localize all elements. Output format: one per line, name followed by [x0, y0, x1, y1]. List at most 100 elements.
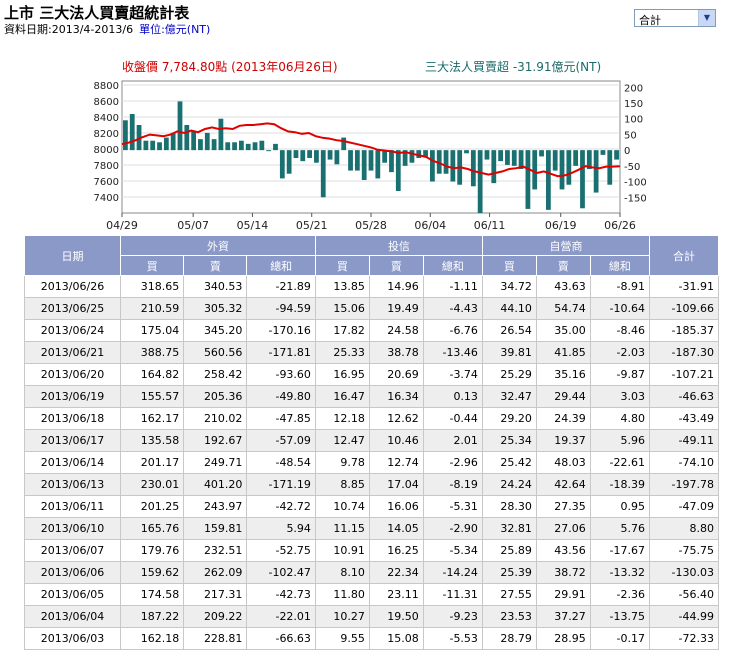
cell-value: 135.58	[119, 429, 185, 452]
cell-value: 17.04	[368, 473, 424, 496]
cell-date: 2013/06/14	[24, 451, 121, 474]
left-tick-label: 8600	[94, 97, 119, 108]
cell-value: -170.16	[246, 319, 316, 342]
x-tick-label: 06/19	[545, 219, 577, 232]
cell-value: 12.62	[368, 407, 424, 430]
table-row: 2013/06/04 187.22 209.22 -22.01 10.27 19.50 -9…	[24, 605, 719, 628]
cell-value: -2.96	[422, 451, 483, 474]
table-row: 2013/06/18 162.17 210.02 -47.85 12.18 12.62 -0…	[24, 407, 719, 430]
cell-value: 23.53	[481, 605, 537, 628]
left-tick-label: 8800	[94, 81, 119, 92]
table-row: 2013/06/11 201.25 243.97 -42.72 10.74 16.06 -5…	[24, 495, 719, 518]
cell-value: 10.27	[314, 605, 370, 628]
net-bar	[586, 150, 592, 169]
net-bar	[566, 150, 572, 185]
cell-value: 42.64	[535, 473, 591, 496]
net-bar	[470, 150, 476, 187]
legend-net: 三大法人買賣超 -31.91億元(NT)	[425, 59, 601, 74]
x-tick-label: 06/26	[604, 219, 636, 232]
table-row: 2013/06/21 388.75 560.56 -171.81 25.33 38.78-…	[24, 341, 719, 364]
x-tick-label: 05/14	[237, 219, 269, 232]
legend-close: 收盤價 7,784.80點 (2013年06月26日)	[122, 60, 338, 74]
net-bar	[532, 150, 538, 190]
cell-value: 2.01	[422, 429, 483, 452]
net-bar	[143, 140, 149, 151]
chevron-down-icon[interactable]: ▼	[698, 10, 715, 26]
sub-sell: 賣	[535, 255, 591, 276]
net-bar	[286, 150, 292, 174]
cell-value: 29.44	[535, 385, 591, 408]
cell-date: 2013/06/05	[24, 583, 121, 606]
table-row: 2013/06/14 201.17 249.71 -48.54 9.78 12.74 -2.…	[24, 451, 719, 474]
table-row: 2013/06/20 164.82 258.42 -93.60 16.95 20.69 -3…	[24, 363, 719, 386]
cell-value: 19.49	[368, 297, 424, 320]
cell-value: 0.13	[422, 385, 483, 408]
net-bar	[191, 131, 197, 151]
cell-value: -52.75	[246, 539, 316, 562]
cell-value: 27.35	[535, 495, 591, 518]
summary-select-value: 合計	[639, 14, 661, 27]
cell-value: -171.19	[246, 473, 316, 496]
right-tick-label: -100	[624, 178, 647, 189]
cell-date: 2013/06/18	[24, 407, 121, 430]
cell-value: 34.72	[481, 275, 537, 298]
cell-value: 29.91	[535, 583, 591, 606]
right-tick-label: -50	[624, 162, 640, 173]
net-bar	[198, 139, 203, 151]
cell-value: 305.32	[183, 297, 248, 320]
net-bar	[279, 150, 285, 179]
net-bar	[218, 118, 224, 151]
sub-buy: 買	[314, 255, 370, 276]
cell-value: 243.97	[183, 495, 248, 518]
net-bar	[348, 150, 353, 171]
cell-value: 13.85	[314, 275, 370, 298]
sub-net: 總和	[422, 255, 483, 276]
summary-select[interactable]: 合計 ▼	[634, 9, 716, 27]
left-tick-label: 7600	[94, 177, 119, 188]
sub-sell: 賣	[183, 255, 248, 276]
cell-date: 2013/06/13	[24, 473, 121, 496]
cell-value: 179.76	[119, 539, 185, 562]
investor-table: 日期 外資 投信 自營商 合計 買 賣 總和 買 賣 總和 買 賣 總和 201…	[24, 235, 719, 650]
cell-value: 175.04	[119, 319, 185, 342]
cell-value: 32.81	[481, 517, 537, 540]
investor-chart: 收盤價 7,784.80點 (2013年06月26日) 三大法人買賣超 -31.9…	[94, 59, 647, 232]
left-tick-label: 7800	[94, 161, 119, 172]
cell-value: 27.06	[535, 517, 591, 540]
cell-date: 2013/06/11	[24, 495, 121, 518]
table-row: 2013/06/03 162.18 228.81 -66.63 9.55 15.08 -5.…	[24, 627, 719, 650]
cell-value: -187.30	[649, 341, 719, 364]
cell-value: -17.67	[589, 539, 651, 562]
net-bar	[368, 150, 374, 171]
cell-value: 27.55	[481, 583, 537, 606]
cell-value: 16.95	[314, 363, 370, 386]
cell-value: -47.85	[246, 407, 316, 430]
net-bar	[129, 114, 135, 151]
net-bar	[511, 150, 517, 166]
right-tick-label: 0	[624, 146, 630, 157]
net-bar	[163, 137, 169, 151]
net-bar	[259, 140, 265, 151]
cell-value: 25.39	[481, 561, 537, 584]
cell-value: 41.85	[535, 341, 591, 364]
cell-value: 8.85	[314, 473, 370, 496]
cell-value: -42.73	[246, 583, 316, 606]
net-bar	[580, 150, 585, 209]
net-bar	[136, 125, 142, 151]
net-bar	[498, 150, 504, 162]
cell-value: -8.46	[589, 319, 651, 342]
net-bar	[559, 150, 565, 190]
net-bar	[225, 142, 231, 151]
net-bar	[600, 150, 606, 155]
table-row: 2013/06/05 174.58 217.31 -42.73 11.80 23.11 -1…	[24, 583, 719, 606]
cell-value: -2.36	[589, 583, 651, 606]
cell-value: 5.76	[589, 517, 651, 540]
cell-value: 9.78	[314, 451, 370, 474]
net-bar	[354, 150, 360, 171]
date-range: 資料日期:2013/4-2013/6	[4, 23, 134, 36]
x-tick-label: 05/21	[296, 219, 328, 232]
cell-value: 201.17	[119, 451, 185, 474]
net-bar	[327, 150, 333, 160]
net-bar	[430, 150, 435, 182]
cell-value: -49.80	[246, 385, 316, 408]
